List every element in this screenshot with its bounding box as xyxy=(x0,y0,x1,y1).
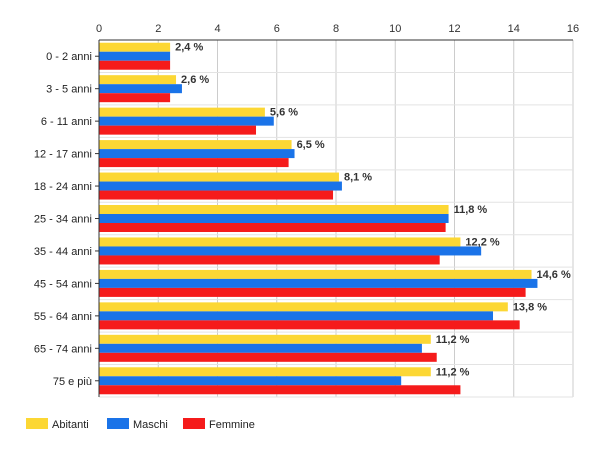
bar-femmine xyxy=(99,223,446,232)
category-label: 45 - 54 anni xyxy=(34,278,92,290)
gridlines xyxy=(98,39,574,398)
bar-abitanti xyxy=(99,140,292,150)
bar-maschi xyxy=(99,246,482,256)
bar-femmine xyxy=(99,352,437,362)
data-labels: 2,4 % 2,6 % 5,6 % 6,5 % 8,1 % 11,8 % 12,2 % 14,… xyxy=(175,42,571,379)
data-label: 12,2 % xyxy=(465,236,499,248)
bar-femmine xyxy=(99,385,461,395)
legend-swatch-femmine xyxy=(183,418,205,429)
bar-abitanti xyxy=(99,172,339,182)
data-label: 2,6 % xyxy=(181,74,209,86)
bar-abitanti xyxy=(99,42,171,52)
bar-femmine xyxy=(99,125,257,135)
x-tick-label: 4 xyxy=(214,23,220,35)
legend-swatch-abitanti xyxy=(26,418,48,429)
x-tick-label: 0 xyxy=(96,23,102,35)
bar-maschi xyxy=(99,181,342,191)
bar-femmine xyxy=(99,60,171,70)
category-label: 65 - 74 anni xyxy=(34,343,92,355)
bar-abitanti xyxy=(99,237,461,247)
bar-femmine xyxy=(99,320,520,330)
legend-label-maschi: Maschi xyxy=(133,419,168,431)
category-labels: 0 - 2 anni 3 - 5 anni 6 - 11 anni 12 - 17 a… xyxy=(34,51,99,388)
category-label: 25 - 34 anni xyxy=(34,214,92,226)
category-label: 18 - 24 anni xyxy=(34,181,92,193)
bar-abitanti xyxy=(99,367,431,377)
data-label: 11,2 % xyxy=(436,334,470,346)
category-label: 12 - 17 anni xyxy=(34,149,92,161)
category-label: 6 - 11 anni xyxy=(41,116,92,128)
bar-femmine xyxy=(99,93,171,103)
bar-abitanti xyxy=(99,205,449,214)
bar-maschi xyxy=(99,311,494,321)
data-label: 6,5 % xyxy=(297,139,325,151)
legend-label-abitanti: Abitanti xyxy=(52,419,89,431)
bar-femmine xyxy=(99,287,526,297)
category-label: 35 - 44 anni xyxy=(34,246,92,258)
category-label: 55 - 64 anni xyxy=(34,311,92,323)
bar-maschi xyxy=(99,278,538,288)
data-label: 13,8 % xyxy=(513,301,547,313)
bar-abitanti xyxy=(99,269,532,279)
x-tick-label: 2 xyxy=(155,23,161,35)
x-tick-label: 12 xyxy=(448,23,460,35)
legend: Abitanti Maschi Femmine xyxy=(26,418,255,431)
data-label: 2,4 % xyxy=(175,42,203,54)
bar-maschi xyxy=(99,343,422,353)
x-tick-label: 16 xyxy=(567,23,579,35)
x-tick-label: 14 xyxy=(508,23,520,35)
bar-maschi xyxy=(99,84,182,94)
bar-abitanti xyxy=(99,107,265,117)
data-label: 8,1 % xyxy=(344,172,372,184)
data-label: 14,6 % xyxy=(537,269,571,281)
bar-maschi xyxy=(99,51,171,61)
x-tick-label: 8 xyxy=(333,23,339,35)
category-label: 3 - 5 anni xyxy=(46,84,92,96)
bar-abitanti xyxy=(99,334,431,344)
bar-maschi xyxy=(99,214,449,223)
category-label: 0 - 2 anni xyxy=(46,51,92,63)
bar-abitanti xyxy=(99,75,177,85)
bar-maschi xyxy=(99,149,295,159)
data-label: 5,6 % xyxy=(270,107,298,119)
data-label: 11,8 % xyxy=(454,204,488,216)
data-label: 11,2 % xyxy=(436,366,470,378)
x-tick-label: 10 xyxy=(389,23,401,35)
x-axis-ticks: 0 2 4 6 8 10 12 14 16 xyxy=(96,23,579,35)
bar-femmine xyxy=(99,255,440,265)
x-tick-label: 6 xyxy=(274,23,280,35)
bar-maschi xyxy=(99,376,402,386)
legend-swatch-maschi xyxy=(107,418,129,429)
category-label: 75 e più xyxy=(53,376,92,388)
bar-maschi xyxy=(99,116,274,126)
bars xyxy=(99,42,538,395)
bar-femmine xyxy=(99,190,334,200)
bar-femmine xyxy=(99,158,289,168)
legend-label-femmine: Femmine xyxy=(209,419,255,431)
bar-abitanti xyxy=(99,302,508,312)
